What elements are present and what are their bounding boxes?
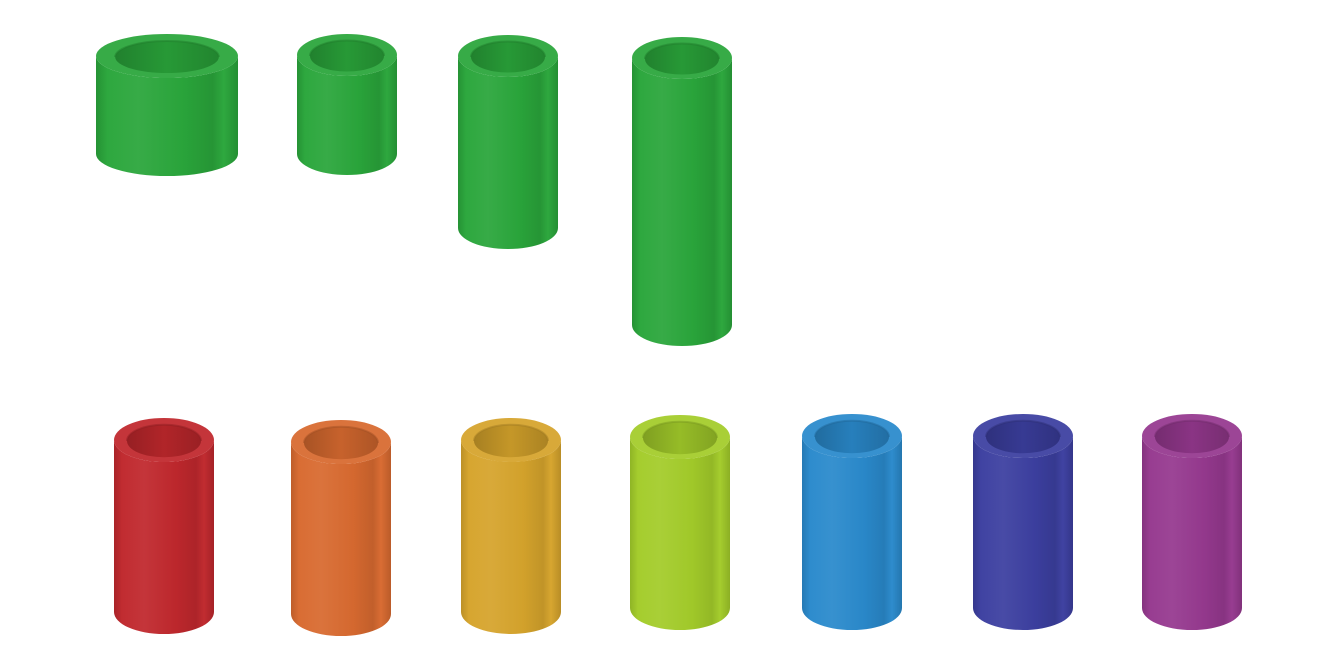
tube-body [297,55,397,175]
tube-opening-edge [814,419,890,438]
indigo-tube [973,414,1073,630]
narrow-short-green-tube [297,34,397,175]
tube-opening [127,424,201,458]
medium-green-tube [458,35,558,249]
tube-opening-edge [642,420,718,439]
tube-opening-edge [473,423,549,442]
tube-opening [310,40,384,72]
tube-opening-edge [985,419,1061,438]
tube-opening-edge [470,40,546,58]
tube-opening-edge [114,39,220,58]
tube-opening-edge [309,39,385,57]
tube-body [291,442,391,636]
rainbow-set [114,414,1242,636]
tube-opening [115,40,219,74]
tube-opening-edge [1154,419,1230,438]
tube-opening [471,41,545,73]
tube-opening [645,43,719,75]
tube-opening [815,420,889,454]
orange-tube [291,420,391,636]
tube-opening [1155,420,1229,454]
lime-tube [630,415,730,630]
tube-opening [304,426,378,460]
tube-body [973,436,1073,630]
tube-body [96,56,238,176]
amber-tube [461,418,561,634]
tube-opening-edge [303,425,379,444]
tube-opening [643,421,717,455]
tube-body [630,437,730,630]
tube-opening-edge [644,42,720,60]
tube-body [458,56,558,249]
tube-body [461,440,561,634]
tube-opening [474,424,548,458]
tube-body [632,58,732,346]
blue-tube [802,414,902,630]
red-tube [114,418,214,634]
tube-opening [986,420,1060,454]
tube-layer [96,34,1242,636]
magenta-tube [1142,414,1242,630]
green-size-set [96,34,732,346]
wide-short-green-tube [96,34,238,176]
tall-green-tube [632,37,732,346]
tube-body [114,440,214,634]
tube-body [802,436,902,630]
tube-body [1142,436,1242,630]
tube-opening-edge [126,423,202,442]
